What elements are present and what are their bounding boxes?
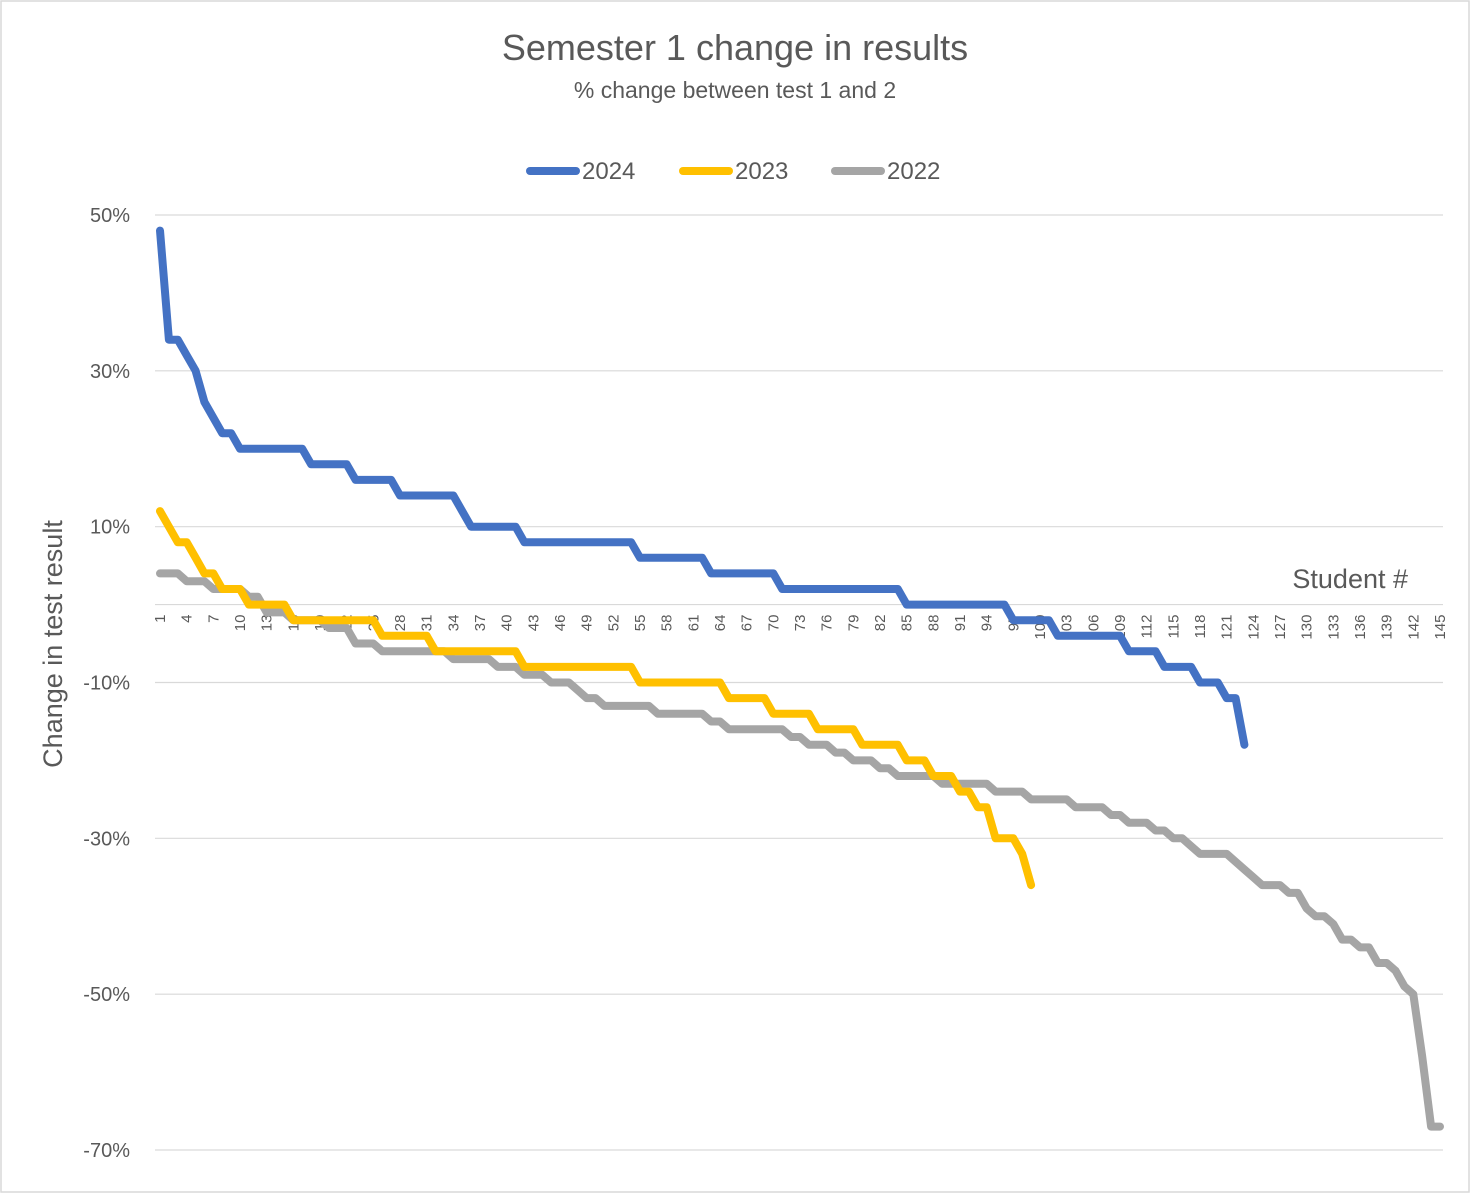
y-tick-label: -30% — [83, 828, 130, 850]
x-tick-label: 118 — [1192, 615, 1209, 639]
series-lines — [156, 226, 1444, 1131]
legend: 2024 2023 2022 — [526, 158, 940, 185]
x-tick-label: 82 — [872, 615, 889, 632]
x-tick-label: 4 — [179, 615, 196, 623]
x-tick-label: 112 — [1139, 615, 1156, 639]
x-tick-label: 124 — [1245, 615, 1262, 640]
x-tick-label: 43 — [525, 615, 542, 632]
x-tick-label: 10 — [232, 615, 249, 632]
y-tick-label: -70% — [83, 1140, 130, 1162]
x-tick-label: 1 — [152, 615, 169, 623]
legend-label: 2024 — [582, 158, 635, 185]
x-axis-ticks: 1 4 7 10 13 16 19 22 25 28 31 34 37 40 43 46 49 52 55 58 61 6… — [152, 615, 1449, 640]
x-tick-label: 37 — [472, 615, 489, 632]
legend-label: 2023 — [735, 158, 788, 185]
y-tick-label: 50% — [90, 205, 130, 227]
x-tick-label: 76 — [819, 615, 836, 632]
legend-item-2023: 2023 — [679, 158, 788, 185]
x-tick-label: 130 — [1299, 615, 1316, 640]
y-tick-label: 10% — [90, 517, 130, 539]
chart-subtitle: % change between test 1 and 2 — [574, 77, 896, 103]
x-tick-label: 121 — [1219, 615, 1236, 640]
x-tick-label: 7 — [205, 615, 222, 623]
x-tick-label: 55 — [632, 615, 649, 632]
x-tick-label: 28 — [392, 615, 409, 632]
x-tick-label: 94 — [979, 615, 996, 632]
x-tick-label: 91 — [952, 615, 969, 632]
x-tick-label: 13 — [259, 615, 276, 632]
x-tick-label: 88 — [925, 615, 942, 632]
x-tick-label: 46 — [552, 615, 569, 632]
x-tick-label: 34 — [445, 615, 462, 632]
x-tick-label: 145 — [1432, 615, 1449, 640]
x-tick-label: 79 — [845, 615, 862, 632]
y-tick-label: -50% — [83, 984, 130, 1006]
x-tick-label: 136 — [1352, 615, 1369, 640]
legend-label: 2022 — [887, 158, 940, 185]
x-tick-label: 31 — [419, 615, 436, 632]
gridlines — [155, 214, 1443, 1151]
x-tick-label: 115 — [1165, 615, 1182, 639]
x-tick-label: 85 — [899, 615, 916, 632]
x-tick-label: 49 — [579, 615, 596, 632]
y-axis-title: Change in test result — [38, 520, 68, 768]
x-tick-label: 70 — [765, 615, 782, 632]
x-tick-label: 64 — [712, 615, 729, 632]
x-tick-label: 142 — [1405, 615, 1422, 640]
x-tick-label: 133 — [1325, 615, 1342, 640]
x-tick-label: 40 — [499, 615, 516, 632]
x-tick-label: 58 — [659, 615, 676, 632]
y-tick-label: -10% — [83, 673, 130, 695]
series-line-2024 — [156, 226, 1249, 749]
x-tick-label: 73 — [792, 615, 809, 632]
chart-title: Semester 1 change in results — [502, 27, 968, 68]
legend-item-2022: 2022 — [831, 158, 940, 185]
series-line-2022 — [156, 569, 1444, 1131]
series-line-2023 — [156, 507, 1036, 890]
x-tick-label: 61 — [685, 615, 702, 632]
legend-item-2024: 2024 — [526, 158, 635, 185]
y-axis-ticks: 50% 30% 10% -10% -30% -50% -70% — [83, 205, 130, 1162]
x-tick-label: 52 — [605, 615, 622, 632]
y-tick-label: 30% — [90, 361, 130, 383]
x-axis-title: Student # — [1292, 564, 1408, 594]
x-tick-label: 139 — [1379, 615, 1396, 640]
x-tick-label: 67 — [739, 615, 756, 632]
x-tick-label: 127 — [1272, 615, 1289, 640]
